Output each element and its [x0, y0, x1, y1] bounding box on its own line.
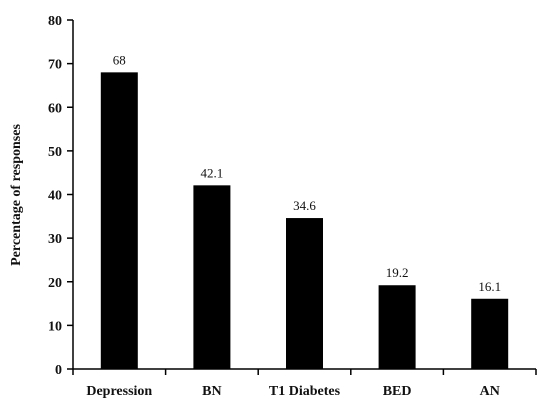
category-labels: Depression BN T1 Diabetes BED AN — [86, 384, 499, 399]
y-axis-title: Percentage of responses — [9, 124, 24, 266]
category-label: BN — [202, 384, 221, 399]
y-tick-label: 40 — [48, 189, 62, 204]
data-labels: 68 42.1 34.6 19.2 16.1 — [113, 52, 501, 293]
category-label: T1 Diabetes — [269, 384, 341, 399]
y-tick-label: 10 — [48, 319, 62, 334]
y-ticks: 0 10 20 30 40 50 60 70 80 — [48, 14, 73, 378]
y-tick-label: 60 — [48, 101, 62, 116]
data-label: 34.6 — [293, 198, 316, 213]
category-label: BED — [383, 384, 412, 399]
bar-bed — [378, 285, 416, 369]
data-label: 42.1 — [201, 165, 224, 180]
category-label: Depression — [86, 384, 152, 399]
bar-t1-diabetes — [286, 218, 323, 369]
y-tick-label: 0 — [55, 363, 62, 378]
y-tick-label: 80 — [48, 14, 62, 29]
y-tick-label: 30 — [48, 232, 62, 247]
y-tick-label: 50 — [48, 145, 62, 160]
bars — [100, 72, 509, 369]
data-label: 68 — [113, 52, 126, 67]
y-tick-label: 70 — [48, 58, 62, 73]
bar-depression — [100, 72, 138, 369]
data-label: 16.1 — [478, 279, 501, 294]
bar-bn — [193, 185, 231, 369]
category-label: AN — [480, 384, 500, 399]
y-tick-label: 20 — [48, 276, 62, 291]
bar-an — [471, 298, 509, 369]
y-axis-title-group: Percentage of responses — [9, 124, 24, 266]
data-label: 19.2 — [386, 265, 409, 280]
